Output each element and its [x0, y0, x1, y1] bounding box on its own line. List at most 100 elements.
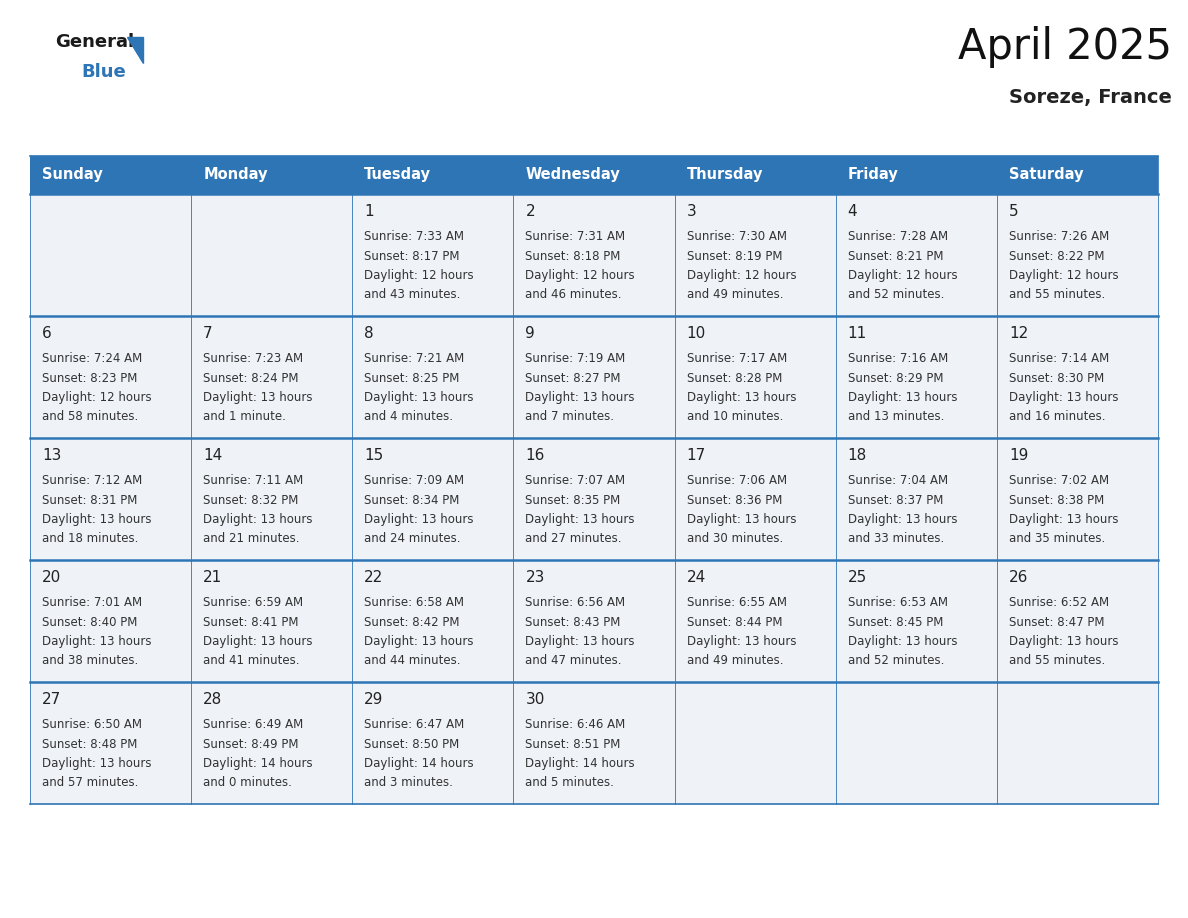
Text: Daylight: 12 hours: Daylight: 12 hours: [42, 391, 152, 404]
Text: Sunrise: 7:33 AM: Sunrise: 7:33 AM: [365, 230, 465, 243]
Text: and 7 minutes.: and 7 minutes.: [525, 410, 614, 423]
Bar: [835, 194, 997, 316]
Text: 7: 7: [203, 326, 213, 341]
Bar: [353, 156, 513, 194]
Text: Sunrise: 6:50 AM: Sunrise: 6:50 AM: [42, 718, 143, 731]
Bar: [353, 682, 513, 804]
Text: and 52 minutes.: and 52 minutes.: [848, 655, 944, 667]
Text: April 2025: April 2025: [958, 26, 1173, 68]
Text: and 16 minutes.: and 16 minutes.: [1009, 410, 1105, 423]
Text: Daylight: 12 hours: Daylight: 12 hours: [525, 269, 636, 282]
Text: Sunset: 8:50 PM: Sunset: 8:50 PM: [365, 737, 460, 751]
Bar: [997, 682, 1158, 804]
Text: Sunset: 8:17 PM: Sunset: 8:17 PM: [365, 250, 460, 263]
Text: Daylight: 13 hours: Daylight: 13 hours: [525, 391, 634, 404]
Text: Sunrise: 7:01 AM: Sunrise: 7:01 AM: [42, 596, 143, 609]
Text: and 43 minutes.: and 43 minutes.: [365, 288, 461, 301]
Text: 29: 29: [365, 692, 384, 707]
Text: Sunrise: 7:26 AM: Sunrise: 7:26 AM: [1009, 230, 1110, 243]
Text: 20: 20: [42, 570, 62, 585]
Text: Tuesday: Tuesday: [365, 167, 431, 183]
Text: 17: 17: [687, 448, 706, 463]
Text: Daylight: 13 hours: Daylight: 13 hours: [848, 391, 958, 404]
Text: Daylight: 12 hours: Daylight: 12 hours: [1009, 269, 1118, 282]
Text: Daylight: 14 hours: Daylight: 14 hours: [365, 757, 474, 770]
Text: and 55 minutes.: and 55 minutes.: [1009, 288, 1105, 301]
Text: Daylight: 14 hours: Daylight: 14 hours: [203, 757, 312, 770]
Text: 1: 1: [365, 204, 374, 219]
Text: Daylight: 13 hours: Daylight: 13 hours: [687, 635, 796, 648]
Bar: [675, 156, 835, 194]
Text: Daylight: 13 hours: Daylight: 13 hours: [203, 513, 312, 526]
Bar: [997, 316, 1158, 438]
Text: Sunrise: 7:28 AM: Sunrise: 7:28 AM: [848, 230, 948, 243]
Text: Sunrise: 7:31 AM: Sunrise: 7:31 AM: [525, 230, 626, 243]
Text: 25: 25: [848, 570, 867, 585]
Bar: [513, 682, 675, 804]
Bar: [997, 560, 1158, 682]
Text: Sunrise: 7:21 AM: Sunrise: 7:21 AM: [365, 352, 465, 365]
Text: 16: 16: [525, 448, 545, 463]
Bar: [997, 438, 1158, 560]
Text: Sunrise: 6:58 AM: Sunrise: 6:58 AM: [365, 596, 465, 609]
Text: Daylight: 13 hours: Daylight: 13 hours: [848, 635, 958, 648]
Text: Thursday: Thursday: [687, 167, 763, 183]
Text: Sunrise: 6:59 AM: Sunrise: 6:59 AM: [203, 596, 303, 609]
Text: Sunrise: 6:53 AM: Sunrise: 6:53 AM: [848, 596, 948, 609]
Bar: [353, 194, 513, 316]
Text: and 5 minutes.: and 5 minutes.: [525, 777, 614, 789]
Text: 12: 12: [1009, 326, 1028, 341]
Text: Sunset: 8:24 PM: Sunset: 8:24 PM: [203, 372, 298, 385]
Text: 6: 6: [42, 326, 52, 341]
Text: and 18 minutes.: and 18 minutes.: [42, 532, 138, 545]
Text: Sunrise: 7:30 AM: Sunrise: 7:30 AM: [687, 230, 786, 243]
Bar: [30, 316, 191, 438]
Text: Daylight: 13 hours: Daylight: 13 hours: [365, 513, 474, 526]
Text: and 30 minutes.: and 30 minutes.: [687, 532, 783, 545]
Bar: [675, 316, 835, 438]
Text: 27: 27: [42, 692, 62, 707]
Text: Sunset: 8:18 PM: Sunset: 8:18 PM: [525, 250, 621, 263]
Text: Sunrise: 7:02 AM: Sunrise: 7:02 AM: [1009, 474, 1108, 487]
Text: and 27 minutes.: and 27 minutes.: [525, 532, 623, 545]
Text: Sunset: 8:43 PM: Sunset: 8:43 PM: [525, 615, 621, 629]
Bar: [835, 682, 997, 804]
Bar: [513, 194, 675, 316]
Text: Daylight: 13 hours: Daylight: 13 hours: [42, 635, 152, 648]
Bar: [835, 560, 997, 682]
Text: 13: 13: [42, 448, 62, 463]
Text: Sunset: 8:38 PM: Sunset: 8:38 PM: [1009, 494, 1104, 507]
Text: Sunrise: 6:52 AM: Sunrise: 6:52 AM: [1009, 596, 1108, 609]
Text: Sunset: 8:44 PM: Sunset: 8:44 PM: [687, 615, 782, 629]
Text: and 35 minutes.: and 35 minutes.: [1009, 532, 1105, 545]
Text: Sunset: 8:28 PM: Sunset: 8:28 PM: [687, 372, 782, 385]
Bar: [353, 438, 513, 560]
Bar: [835, 156, 997, 194]
Text: 2: 2: [525, 204, 535, 219]
Text: and 55 minutes.: and 55 minutes.: [1009, 655, 1105, 667]
Text: Sunrise: 6:49 AM: Sunrise: 6:49 AM: [203, 718, 303, 731]
Text: Daylight: 13 hours: Daylight: 13 hours: [687, 513, 796, 526]
Text: and 47 minutes.: and 47 minutes.: [525, 655, 623, 667]
Text: Sunrise: 7:19 AM: Sunrise: 7:19 AM: [525, 352, 626, 365]
Text: Sunrise: 7:23 AM: Sunrise: 7:23 AM: [203, 352, 303, 365]
Text: Sunrise: 7:14 AM: Sunrise: 7:14 AM: [1009, 352, 1110, 365]
Bar: [191, 194, 353, 316]
Bar: [30, 194, 191, 316]
Text: Friday: Friday: [848, 167, 898, 183]
Bar: [513, 560, 675, 682]
Text: and 57 minutes.: and 57 minutes.: [42, 777, 138, 789]
Text: and 24 minutes.: and 24 minutes.: [365, 532, 461, 545]
Text: Sunset: 8:22 PM: Sunset: 8:22 PM: [1009, 250, 1105, 263]
Bar: [513, 316, 675, 438]
Text: Sunrise: 7:11 AM: Sunrise: 7:11 AM: [203, 474, 303, 487]
Text: Daylight: 13 hours: Daylight: 13 hours: [1009, 635, 1118, 648]
Text: Sunday: Sunday: [42, 167, 102, 183]
Text: Sunrise: 7:16 AM: Sunrise: 7:16 AM: [848, 352, 948, 365]
Bar: [997, 194, 1158, 316]
Text: Sunset: 8:51 PM: Sunset: 8:51 PM: [525, 737, 621, 751]
Text: and 0 minutes.: and 0 minutes.: [203, 777, 292, 789]
Text: 8: 8: [365, 326, 374, 341]
Text: Sunset: 8:29 PM: Sunset: 8:29 PM: [848, 372, 943, 385]
Text: Sunset: 8:45 PM: Sunset: 8:45 PM: [848, 615, 943, 629]
